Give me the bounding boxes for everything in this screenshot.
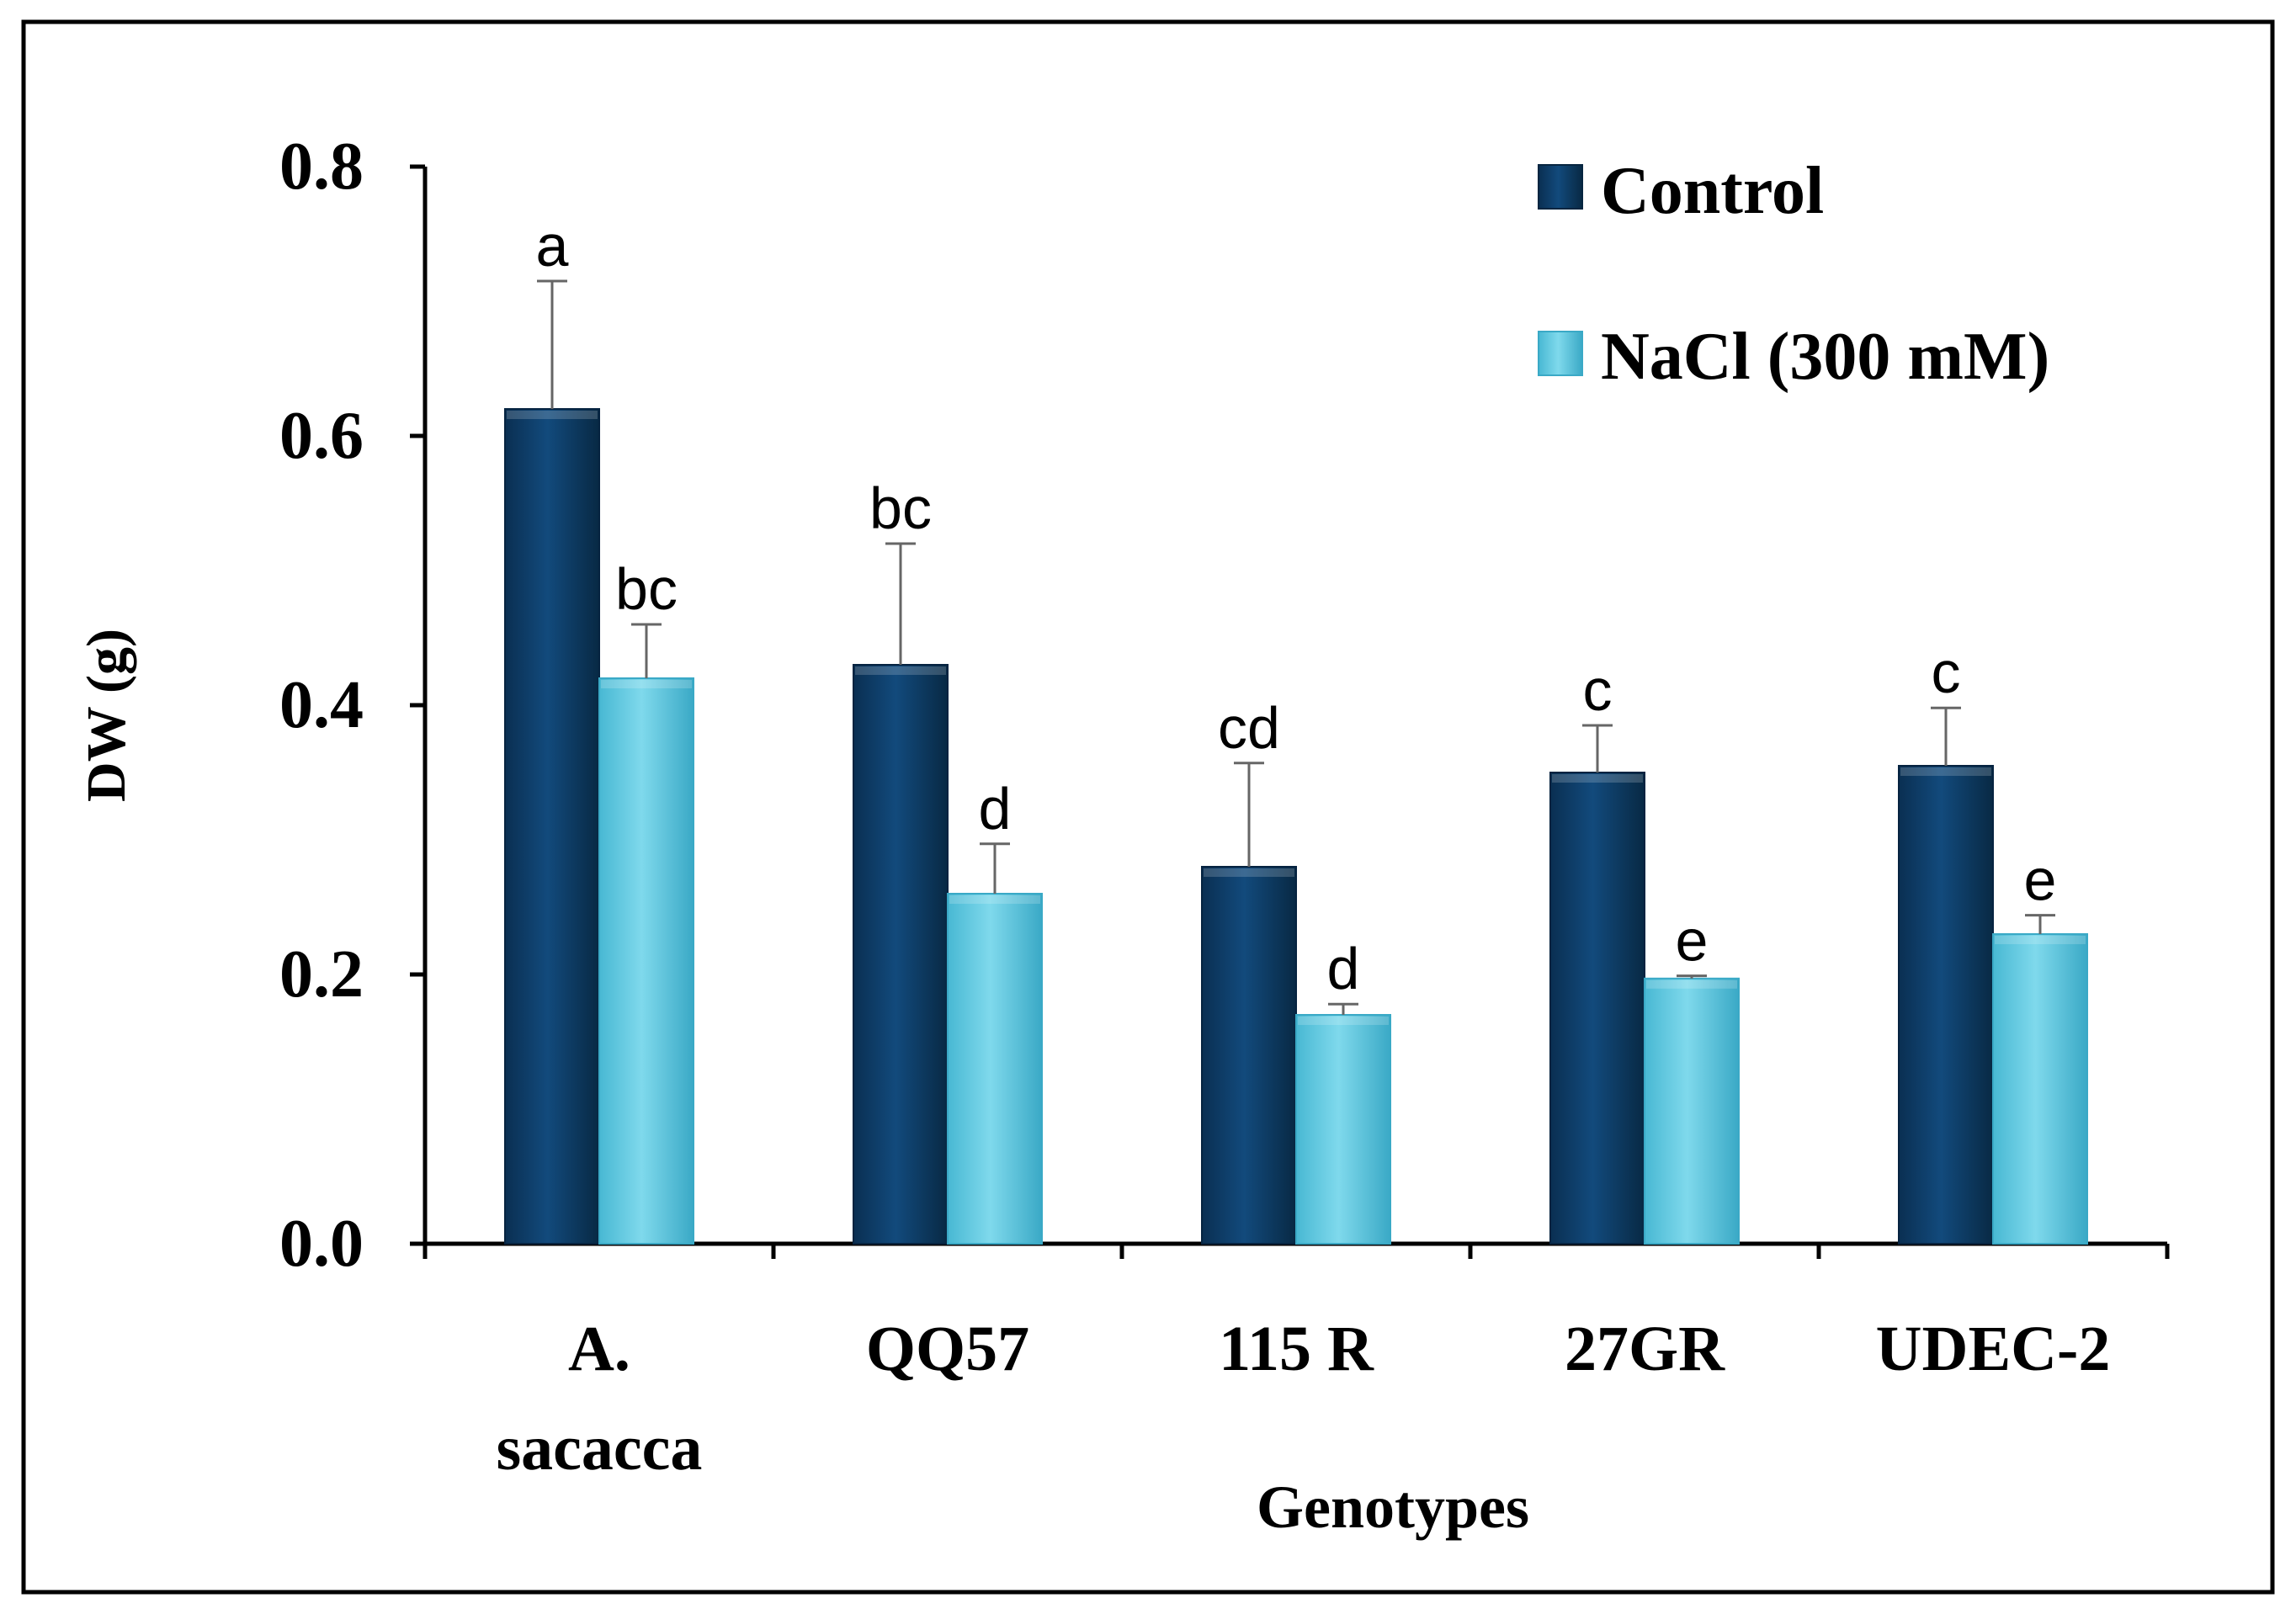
y-tick-label: 0.6 [279, 399, 364, 473]
x-tick-label: QQ57 [866, 1314, 1029, 1384]
bar [1549, 772, 1645, 1245]
legend: Control NaCl (300 mM) [1538, 154, 2049, 394]
bar-bevel [1995, 936, 2086, 944]
x-tick-label: A. [568, 1314, 630, 1384]
x-tick-label: sacacca [497, 1413, 703, 1484]
x-tick-label: 115 R [1219, 1314, 1374, 1384]
significance-letter: c [1583, 657, 1613, 723]
legend-swatch-control [1538, 164, 1583, 210]
bar [1898, 765, 1994, 1245]
bar [853, 664, 949, 1245]
bar-bevel [949, 895, 1040, 904]
bar [598, 677, 694, 1245]
legend-swatch-nacl [1538, 331, 1583, 376]
significance-letter: bc [869, 475, 932, 541]
bar-bevel [507, 411, 598, 419]
significance-letter: c [1932, 640, 1961, 705]
plot-area: 0.0 0.2 0.4 0.6 0.8 A. sacacca a bc QQ57 bc d 115 R c… [279, 130, 2170, 1484]
bar [1992, 933, 2088, 1245]
bar-bevel [1900, 767, 1991, 776]
bar-bevel [1298, 1017, 1389, 1025]
significance-letter: bc [615, 556, 678, 622]
bar [947, 893, 1043, 1245]
x-tick-label: UDEC-2 [1876, 1314, 2111, 1384]
bar [1201, 866, 1297, 1245]
y-tick-label: 0.2 [279, 937, 364, 1011]
y-tick-label: 0.8 [279, 130, 364, 204]
bar-bevel [1646, 980, 1737, 989]
legend-label-nacl: NaCl (300 mM) [1601, 320, 2049, 394]
x-tick-label: 27GR [1565, 1314, 1725, 1384]
x-axis-title: Genotypes [1257, 1473, 1529, 1541]
y-tick-label: 0.0 [279, 1207, 364, 1281]
significance-letter: d [979, 776, 1012, 842]
y-axis-title: DW (g) [76, 629, 137, 802]
bar [504, 408, 600, 1245]
bar-bevel [601, 680, 692, 688]
y-tick-label: 0.4 [279, 668, 364, 742]
bar-bevel [855, 666, 946, 675]
bar [1644, 977, 1740, 1245]
figure-border [21, 19, 2275, 1595]
significance-letter: d [1327, 936, 1360, 1001]
significance-letter: e [2024, 847, 2057, 913]
significance-letter: e [1676, 908, 1709, 974]
bar-bevel [1204, 868, 1294, 877]
bar [1295, 1014, 1391, 1245]
significance-letter: cd [1218, 695, 1280, 761]
bar-bevel [1552, 774, 1643, 783]
significance-letter: a [536, 213, 569, 279]
legend-label-control: Control [1601, 154, 1824, 228]
